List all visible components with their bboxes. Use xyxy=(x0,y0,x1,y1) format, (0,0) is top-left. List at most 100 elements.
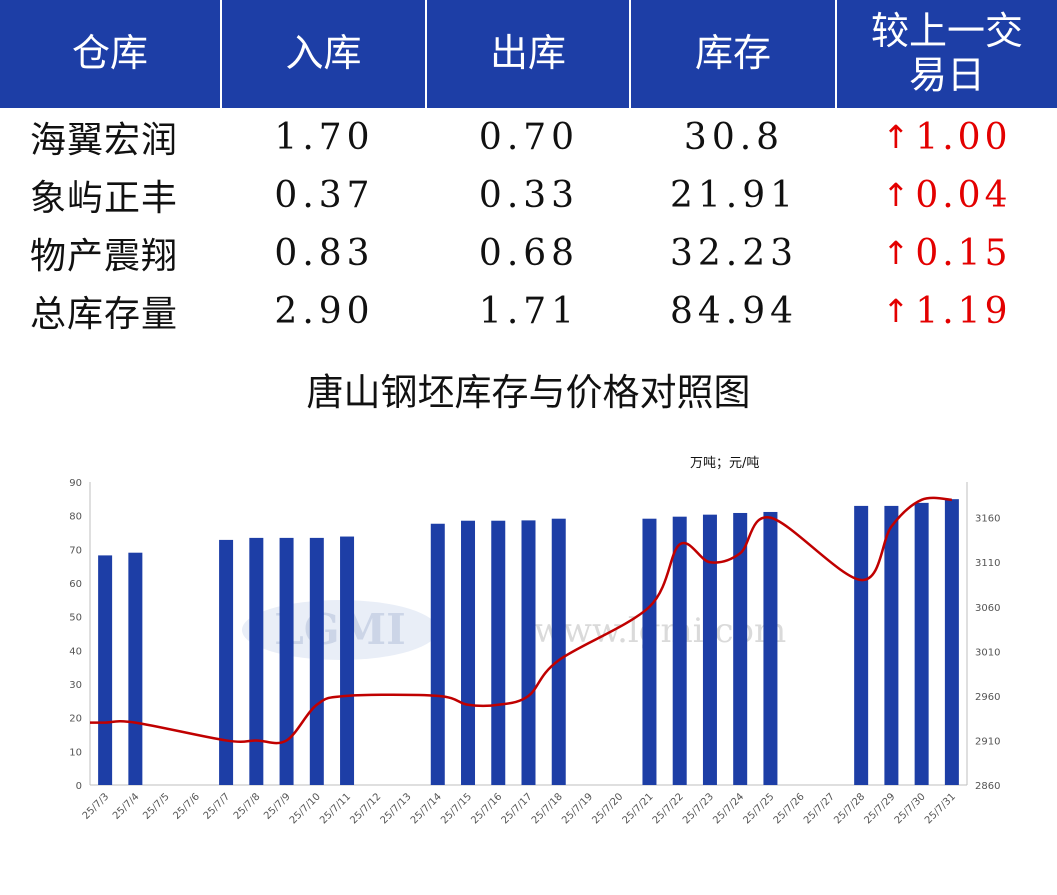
bar xyxy=(884,505,899,785)
x-tick-label: 25/7/25 xyxy=(742,791,777,826)
x-tick-label: 25/7/26 xyxy=(772,791,807,826)
bar xyxy=(733,512,748,785)
y-left-tick-label: 40 xyxy=(69,646,82,657)
y-left-tick-label: 60 xyxy=(69,579,82,590)
stock-value: 30.8 xyxy=(683,116,785,158)
bar xyxy=(249,537,264,785)
bar xyxy=(128,552,143,785)
y-right-tick-label: 3110 xyxy=(975,558,1000,569)
x-tick-label: 25/7/22 xyxy=(651,791,686,826)
table-header: 仓库 入库 出库 库存 较上一交易日 xyxy=(0,0,1057,108)
chart-title: 唐山钢坯库存与价格对照图 xyxy=(306,371,751,414)
x-tick-label: 25/7/17 xyxy=(500,791,535,826)
y-left-tick-label: 50 xyxy=(69,613,82,624)
change-cell: ↑ 1.00 xyxy=(837,117,1057,158)
bar xyxy=(854,505,869,785)
y-left-tick-label: 0 xyxy=(76,781,82,792)
unit-label: 万吨；元/吨 xyxy=(690,456,760,471)
outbound-value: 0.33 xyxy=(478,174,580,216)
x-tick-label: 25/7/27 xyxy=(802,791,837,826)
change-value: 1.19 xyxy=(915,290,1012,332)
x-tick-label: 25/7/15 xyxy=(439,791,474,826)
bar xyxy=(944,499,959,785)
inbound-value: 0.83 xyxy=(274,232,375,274)
x-tick-label: 25/7/5 xyxy=(141,791,172,822)
header-outbound: 出库 xyxy=(427,0,631,108)
table-row: 海翼宏润 1.70 0.70 30.8 ↑ 1.00 xyxy=(0,108,1057,166)
outbound-value: 1.71 xyxy=(478,290,580,332)
bar-line-chart: 25/7/3 25/7/4 25/7/5 25/7/6 25/7/7 25/7/8 25/7… xyxy=(69,478,1000,826)
x-tick-label: 25/7/31 xyxy=(923,791,958,826)
bar xyxy=(340,536,355,785)
up-arrow-icon: ↑ xyxy=(882,292,914,330)
inventory-table: 仓库 入库 出库 库存 较上一交易日 海翼宏润 1.70 0.70 30.8 ↑… xyxy=(0,0,1057,340)
outbound-value: 0.70 xyxy=(478,116,580,158)
x-tick-label: 25/7/11 xyxy=(318,791,353,826)
y-right-tick-labels: 2860 2910 2960 3010 3060 3110 3160 xyxy=(975,514,1000,792)
x-tick-label: 25/7/14 xyxy=(409,791,444,826)
x-tick-label: 25/7/24 xyxy=(711,791,746,826)
change-cell: ↑ 1.19 xyxy=(837,291,1057,332)
inbound-value: 1.70 xyxy=(274,116,375,158)
table-row: 象屿正丰 0.37 0.33 21.91 ↑ 0.04 xyxy=(0,166,1057,224)
watermark-logo: LGMI xyxy=(274,605,406,654)
stock-value: 32.23 xyxy=(669,232,799,274)
up-arrow-icon: ↑ xyxy=(882,176,914,214)
x-tick-label: 25/7/4 xyxy=(111,791,142,822)
change-value: 1.00 xyxy=(915,116,1012,158)
header-change-label: 较上一交易日 xyxy=(870,9,1023,97)
x-tick-label: 25/7/16 xyxy=(469,791,504,826)
y-left-tick-label: 80 xyxy=(69,512,82,523)
y-right-tick-label: 2960 xyxy=(975,692,1000,703)
stock-value: 84.94 xyxy=(669,290,799,332)
x-tick-label: 25/7/10 xyxy=(288,791,323,826)
y-left-tick-labels: 0 10 20 30 40 50 60 70 80 90 xyxy=(69,478,82,792)
x-tick-label: 25/7/21 xyxy=(621,791,656,826)
x-tick-labels: 25/7/3 25/7/4 25/7/5 25/7/6 25/7/7 25/7/8 25/7… xyxy=(81,791,958,826)
x-tick-label: 25/7/30 xyxy=(893,791,928,826)
x-tick-label: 25/7/8 xyxy=(232,791,263,822)
price-line xyxy=(89,496,952,745)
header-change: 较上一交易日 xyxy=(837,0,1057,108)
x-tick-label: 25/7/12 xyxy=(348,791,383,826)
stock-value: 21.91 xyxy=(669,174,799,216)
bar xyxy=(491,520,506,785)
up-arrow-icon: ↑ xyxy=(882,234,914,272)
y-right-tick-label: 3010 xyxy=(975,647,1000,658)
y-left-tick-label: 70 xyxy=(69,545,82,556)
inbound-value: 2.90 xyxy=(274,290,375,332)
x-tick-label: 25/7/28 xyxy=(832,791,867,826)
y-left-tick-label: 10 xyxy=(69,747,82,758)
header-warehouse: 仓库 xyxy=(0,0,222,108)
header-stock: 库存 xyxy=(631,0,837,108)
y-right-tick-label: 3060 xyxy=(975,603,1000,614)
y-left-tick-label: 90 xyxy=(69,478,82,489)
y-right-tick-label: 3160 xyxy=(975,514,1000,525)
y-right-tick-label: 2860 xyxy=(975,781,1000,792)
x-tick-label: 25/7/3 xyxy=(81,791,112,822)
y-left-tick-label: 30 xyxy=(69,680,82,691)
change-value: 0.15 xyxy=(915,232,1012,274)
warehouse-name: 海翼宏润 xyxy=(30,120,179,161)
bar xyxy=(642,518,657,785)
bar xyxy=(430,523,445,785)
bar-series xyxy=(98,499,959,785)
bar xyxy=(219,539,234,785)
up-arrow-icon: ↑ xyxy=(882,118,914,156)
bar xyxy=(98,555,113,785)
x-tick-label: 25/7/19 xyxy=(560,791,595,826)
bar xyxy=(521,520,536,785)
y-right-tick-label: 2910 xyxy=(975,736,1000,747)
x-tick-label: 25/7/18 xyxy=(530,791,565,826)
bar xyxy=(461,520,476,785)
bar xyxy=(702,514,717,785)
change-cell: ↑ 0.04 xyxy=(837,175,1057,216)
x-tick-label: 25/7/20 xyxy=(590,791,625,826)
bar xyxy=(279,537,294,785)
warehouse-name: 总库存量 xyxy=(30,294,179,335)
bar xyxy=(914,502,929,785)
bar xyxy=(672,516,687,785)
x-tick-label: 25/7/13 xyxy=(379,791,414,826)
bar xyxy=(309,537,324,785)
outbound-value: 0.68 xyxy=(478,232,580,274)
